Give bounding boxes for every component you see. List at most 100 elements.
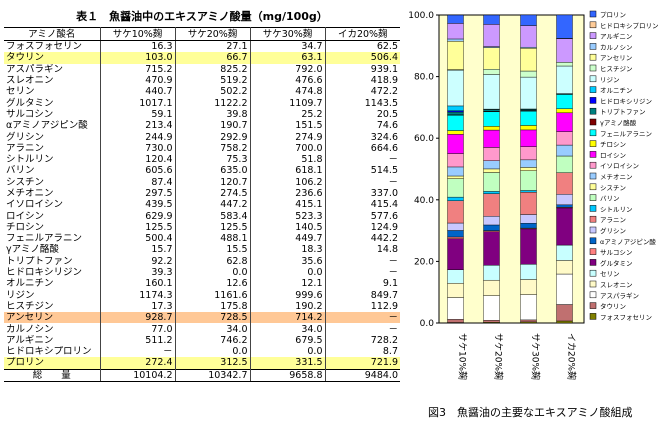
legend-swatch bbox=[589, 118, 597, 126]
table-row: ロイシン 629.9 583.4 523.3 577.6 bbox=[4, 210, 400, 222]
legend-swatch bbox=[589, 313, 597, 320]
header-salmon-30: サケ30%麹 bbox=[250, 27, 326, 41]
amount-cell: 506.4 bbox=[325, 52, 400, 64]
amount-cell: 730.0 bbox=[100, 142, 176, 154]
amount-cell: 92.2 bbox=[100, 255, 176, 267]
legend-entry: シトルリン bbox=[600, 205, 633, 213]
table-row: シトルリン 120.4 75.3 51.8 － bbox=[4, 153, 400, 166]
bar-segment bbox=[447, 166, 464, 177]
y-tick-label: 40.0 bbox=[414, 196, 434, 206]
table-row: アルギニン 511.2 746.2 679.5 728.2 bbox=[4, 334, 400, 347]
bar-segment bbox=[556, 273, 573, 305]
amino-acid-name: イソロイシン bbox=[4, 199, 101, 211]
x-category-label: サケ20%麹 bbox=[493, 333, 505, 380]
legend-entry: αアミノアジピン酸 bbox=[600, 237, 656, 246]
table-row: メチオニン 297.5 274.5 236.6 337.0 bbox=[4, 187, 400, 200]
amount-cell: 0.0 bbox=[250, 346, 326, 358]
amount-cell: 415.4 bbox=[370, 199, 398, 211]
legend-entry: アラニン bbox=[600, 216, 626, 224]
legend-entry: オルニチン bbox=[600, 87, 633, 95]
legend-swatch bbox=[589, 280, 597, 288]
amount-cell: 87.4 bbox=[100, 176, 176, 188]
legend-entry: スレオニン bbox=[600, 281, 633, 289]
table-row: プロリン 272.4 312.5 331.5 721.9 bbox=[4, 357, 400, 370]
amino-acid-name: ヒスチジン bbox=[4, 300, 101, 313]
amount-cell: 439.5 bbox=[100, 199, 176, 211]
legend-entry: グルタミン bbox=[600, 258, 633, 267]
amount-cell: 66.7 bbox=[175, 52, 251, 64]
legend-entry: イソロイシン bbox=[600, 162, 639, 170]
bar-segment bbox=[447, 230, 464, 238]
legend-entry: メチオニン bbox=[600, 173, 633, 181]
bar-segment bbox=[447, 196, 464, 201]
amount-cell: 62.8 bbox=[175, 255, 251, 267]
y-tick-label: 100.0 bbox=[408, 11, 434, 21]
amount-cell: 519.2 bbox=[175, 74, 251, 87]
bar-segment bbox=[483, 224, 500, 231]
amount-cell: 59.1 bbox=[100, 108, 176, 121]
legend-swatch bbox=[589, 248, 597, 255]
amount-cell: 629.9 bbox=[100, 210, 176, 222]
amount-cell: 476.6 bbox=[250, 74, 326, 87]
table-row: チロシン 125.5 125.5 140.5 124.9 bbox=[4, 221, 400, 234]
amount-cell: 125.5 bbox=[175, 221, 251, 234]
legend-swatch bbox=[589, 32, 597, 39]
amount-cell: 274.9 bbox=[250, 131, 326, 143]
amount-cell: 12.1 bbox=[250, 278, 326, 290]
total-cell: 10104.2 bbox=[100, 368, 176, 382]
table-title: 表１ 魚醤油中のエキスアミノ酸量（mg/100g） bbox=[76, 10, 328, 23]
bar-segment bbox=[447, 222, 464, 231]
legend-swatch bbox=[589, 140, 597, 147]
table-row: シスチン 87.4 120.7 106.2 － bbox=[4, 176, 400, 188]
bar-segment bbox=[520, 159, 537, 168]
amount-cell: 999.6 bbox=[250, 289, 326, 301]
chart-caption: 図3 魚醤油の主要なエキスアミノ酸組成 bbox=[428, 406, 633, 419]
amount-cell: 0.0 bbox=[175, 346, 251, 358]
amount-cell: 1017.1 bbox=[100, 97, 176, 109]
amount-cell: 1143.5 bbox=[364, 97, 398, 109]
amino-acid-name: アスパラギン bbox=[4, 63, 101, 75]
amount-cell: 34.0 bbox=[250, 323, 326, 335]
amino-acid-name: オルニチン bbox=[4, 278, 101, 290]
legend-entry: フェニルアラニン bbox=[600, 130, 652, 138]
legend-swatch bbox=[589, 10, 597, 18]
amount-cell: 17.3 bbox=[100, 300, 176, 313]
bar-segment bbox=[483, 279, 500, 296]
amount-cell: 523.3 bbox=[250, 210, 326, 222]
bar-segment bbox=[556, 65, 573, 94]
legend-entry: セリン bbox=[600, 270, 620, 278]
amino-acid-table: アミノ酸名 サケ10%麹 サケ20%麹 サケ30%麹 イカ20%麹 フォスフォセ… bbox=[4, 27, 400, 382]
bar-segment bbox=[447, 111, 464, 115]
bar-segment bbox=[447, 115, 464, 131]
bar-segment bbox=[520, 264, 537, 280]
amount-cell: 112.9 bbox=[370, 300, 398, 312]
amount-cell: 15.7 bbox=[100, 244, 176, 256]
table-row: グリシン 244.9 292.9 274.9 324.6 bbox=[4, 131, 400, 143]
amount-cell: 16.3 bbox=[100, 40, 176, 53]
table-row: カルノシン 77.0 34.0 34.0 － bbox=[4, 323, 400, 335]
amount-cell: 27.1 bbox=[175, 40, 251, 53]
bar-segment bbox=[447, 105, 464, 111]
bar-segment bbox=[520, 70, 537, 78]
y-tick-label: 60.0 bbox=[414, 134, 434, 144]
amount-cell: 514.5 bbox=[370, 165, 398, 177]
amount-cell: 500.4 bbox=[100, 233, 176, 245]
amount-cell: 635.0 bbox=[175, 165, 251, 177]
bar-segment bbox=[483, 295, 500, 321]
legend-swatch bbox=[589, 151, 597, 158]
bar-segment bbox=[447, 175, 464, 179]
amino-acid-name: γアミノ酪酸 bbox=[4, 244, 101, 256]
bar-segment bbox=[520, 14, 537, 26]
bar-segment bbox=[447, 69, 464, 107]
amount-cell: 63.1 bbox=[250, 52, 326, 64]
bar-segment bbox=[447, 238, 464, 270]
amount-cell: 274.5 bbox=[175, 187, 251, 200]
amount-cell: 292.9 bbox=[175, 131, 251, 143]
bar-segment bbox=[520, 190, 537, 193]
bar-segment bbox=[483, 129, 500, 148]
amount-cell: 39.3 bbox=[100, 266, 176, 279]
total-cell: 10342.7 bbox=[175, 368, 251, 382]
amount-cell: 605.6 bbox=[100, 165, 176, 177]
amount-cell: 151.5 bbox=[250, 120, 326, 132]
legend-entry: バリン bbox=[600, 195, 620, 203]
